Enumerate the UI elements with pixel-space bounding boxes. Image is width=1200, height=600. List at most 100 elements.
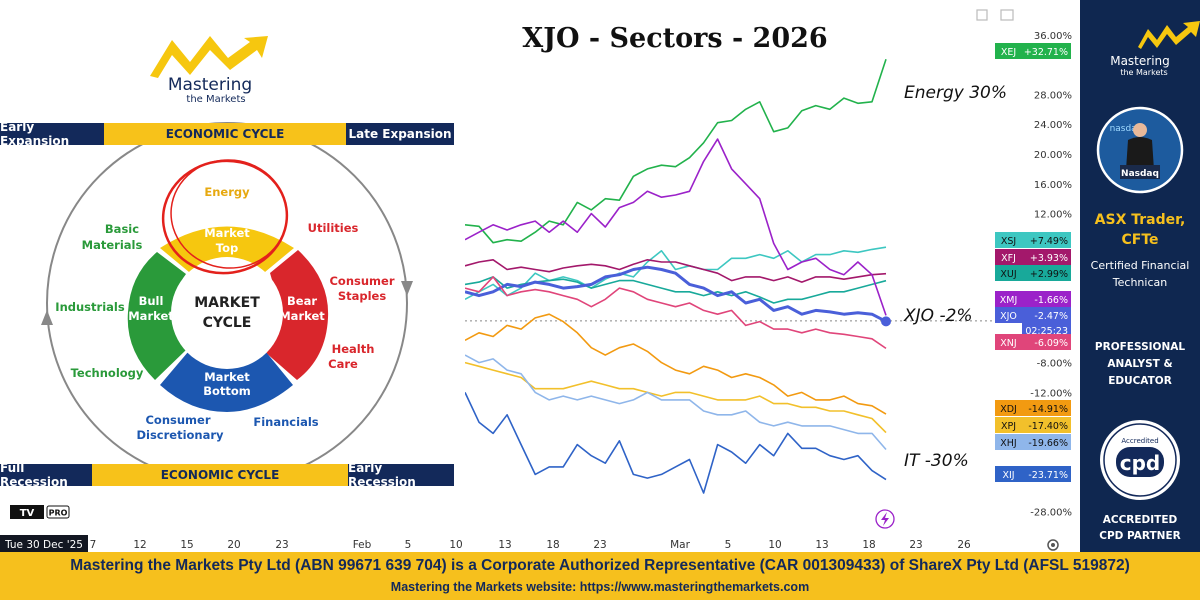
sector-materials-2: Materials	[82, 238, 143, 252]
phase-early-expansion: Early Expansion	[0, 120, 104, 148]
y-tick-label: 12.00%	[1034, 210, 1072, 221]
badge-xmj: XMJ -1.66%	[995, 291, 1071, 307]
badge-xhj: XHJ -19.66%	[995, 434, 1071, 450]
badge-value: +7.49%	[1030, 236, 1068, 247]
badge-ticker: XPJ	[1001, 421, 1016, 432]
segment-market-bottom	[160, 352, 293, 412]
series-line-xfj	[464, 258, 887, 283]
svg-text:Mastering: Mastering	[168, 75, 252, 95]
badge-xsj: XSJ +7.49%	[995, 232, 1071, 248]
badge-value: -1.66%	[1034, 295, 1068, 306]
sector-industrials: Industrials	[55, 300, 125, 314]
badge-value: -14.91%	[1028, 404, 1068, 415]
chart-toolbar[interactable]	[976, 9, 1014, 21]
badge-value: -19.66%	[1028, 438, 1068, 449]
sector-health: Health	[332, 342, 375, 356]
x-tick-label: 23	[593, 539, 606, 551]
series-line-xjo	[464, 265, 887, 323]
label-bear-2: Market	[279, 309, 325, 323]
badge-ticker: XNJ	[1000, 338, 1016, 349]
segment-bear-market	[265, 250, 329, 380]
sector-financials: Financials	[253, 415, 318, 429]
chart-title: XJO - Sectors - 2026	[522, 23, 827, 54]
screenshot-icon[interactable]	[1000, 9, 1014, 21]
lightning-icon[interactable]	[875, 509, 895, 529]
label-market-top: Market	[204, 226, 250, 240]
chart-annotation: XJO -2%	[903, 306, 973, 326]
x-tick-label: 23	[909, 539, 922, 551]
chart-annotation: IT -30%	[904, 451, 969, 471]
phase-full-recession: Full Recession	[0, 461, 92, 489]
series-line-xmj	[464, 138, 887, 316]
x-tick-label: Feb	[353, 539, 372, 551]
label-bottom-2: Bottom	[203, 384, 251, 398]
svg-text:the Markets: the Markets	[1120, 68, 1167, 77]
x-tick-label: 20	[227, 539, 240, 551]
label-bull: Bull	[139, 294, 164, 308]
label-market-top-2: Top	[216, 241, 238, 255]
chart-annotation: Energy 30%	[904, 83, 1007, 103]
svg-text:the Markets: the Markets	[186, 94, 245, 105]
badge-ticker: XDJ	[1000, 404, 1017, 415]
cpd-partner-label: ACCREDITED CPD PARTNER	[1099, 514, 1181, 542]
sector-staples: Consumer	[329, 274, 394, 288]
y-tick-label: -28.00%	[1030, 508, 1072, 519]
presenter-title: Certified Financial Technican	[1090, 259, 1190, 289]
sector-energy: Energy	[204, 185, 250, 199]
sidebar-graphics: Mastering the Markets nasdaq Nasdaq Accr…	[1096, 21, 1200, 500]
market-cycle-center	[171, 257, 283, 369]
badge-xnj: XNJ -6.09%	[995, 334, 1071, 350]
phase-early-recession: Early Recession	[348, 461, 454, 489]
badge-xfj: XFJ +3.93%	[995, 249, 1071, 265]
x-tick-label: 18	[862, 539, 875, 551]
series-line-xsj	[464, 246, 887, 301]
economic-cycle-banner-top: ECONOMIC CYCLE	[104, 123, 346, 145]
badge-ticker: XJO	[1000, 311, 1017, 322]
xjo-last-point	[881, 316, 891, 327]
badge-xej: XEJ +32.71%	[995, 43, 1071, 59]
svg-text:Mastering: Mastering	[1110, 54, 1170, 68]
x-tick-label: 5	[405, 539, 412, 551]
date-badge: Tue 30 Dec '25	[0, 535, 88, 552]
presenter-photo: nasdaq Nasdaq	[1096, 106, 1184, 194]
sector-staples-2: Staples	[338, 289, 387, 303]
x-tick-label: 5	[725, 539, 732, 551]
footer-website: Mastering the Markets website: https://w…	[390, 580, 810, 594]
sector-materials: Basic	[105, 222, 139, 236]
badge-xuj: XUJ +2.99%	[995, 265, 1071, 281]
x-tick-label: 23	[275, 539, 288, 551]
center-label: MARKET	[194, 295, 260, 311]
layout-icon[interactable]	[976, 9, 988, 21]
y-tick-label: 20.00%	[1034, 150, 1072, 161]
x-tick-label: 10	[768, 539, 781, 551]
highlight-circle-2	[170, 159, 288, 269]
sector-discretionary-2: Discretionary	[136, 428, 224, 442]
cycle-graphic: Mastering the Markets MARKET CYCLE Marke…	[41, 36, 413, 484]
economic-cycle-infographic: Mastering the Markets MARKET CYCLE Marke…	[0, 0, 465, 492]
sector-performance-chart: Energy 30% XJO -2% IT -30% 36.00% 28.00% 24.…	[0, 9, 1072, 552]
footer-disclaimer: Mastering the Markets Pty Ltd (ABN 99671…	[70, 557, 1130, 574]
badge-ticker: XEJ	[1001, 47, 1016, 58]
sector-technology: Technology	[71, 366, 144, 380]
svg-text:Tue 30 Dec '25: Tue 30 Dec '25	[4, 539, 83, 551]
series-line-xhj	[464, 354, 887, 451]
badge-value: +3.93%	[1030, 253, 1068, 264]
xjo-countdown: 02:25:23	[1025, 326, 1068, 337]
presenter-name: ASX Trader, CFTe	[1094, 212, 1186, 248]
series-line-xdj	[464, 313, 887, 415]
sector-utilities: Utilities	[308, 221, 359, 235]
label-bottom: Market	[204, 370, 250, 384]
mastering-markets-logo: Mastering the Markets	[150, 36, 268, 105]
center-label-2: CYCLE	[203, 315, 252, 331]
badge-ticker: XUJ	[1000, 269, 1016, 280]
presenter-sidebar: Mastering the Markets nasdaq Nasdaq Accr…	[1080, 0, 1200, 552]
badge-value: -2.47%	[1034, 311, 1068, 322]
x-tick-label: 10	[449, 539, 462, 551]
y-tick-label: -12.00%	[1030, 388, 1072, 399]
svg-text:Nasdaq: Nasdaq	[1121, 169, 1159, 179]
settings-gear-icon[interactable]	[1047, 539, 1059, 551]
sector-discretionary: Consumer	[145, 413, 210, 427]
label-bull-2: Market	[128, 309, 174, 323]
x-tick-label: Mar	[670, 539, 690, 551]
badge-ticker: XHJ	[1000, 438, 1016, 449]
